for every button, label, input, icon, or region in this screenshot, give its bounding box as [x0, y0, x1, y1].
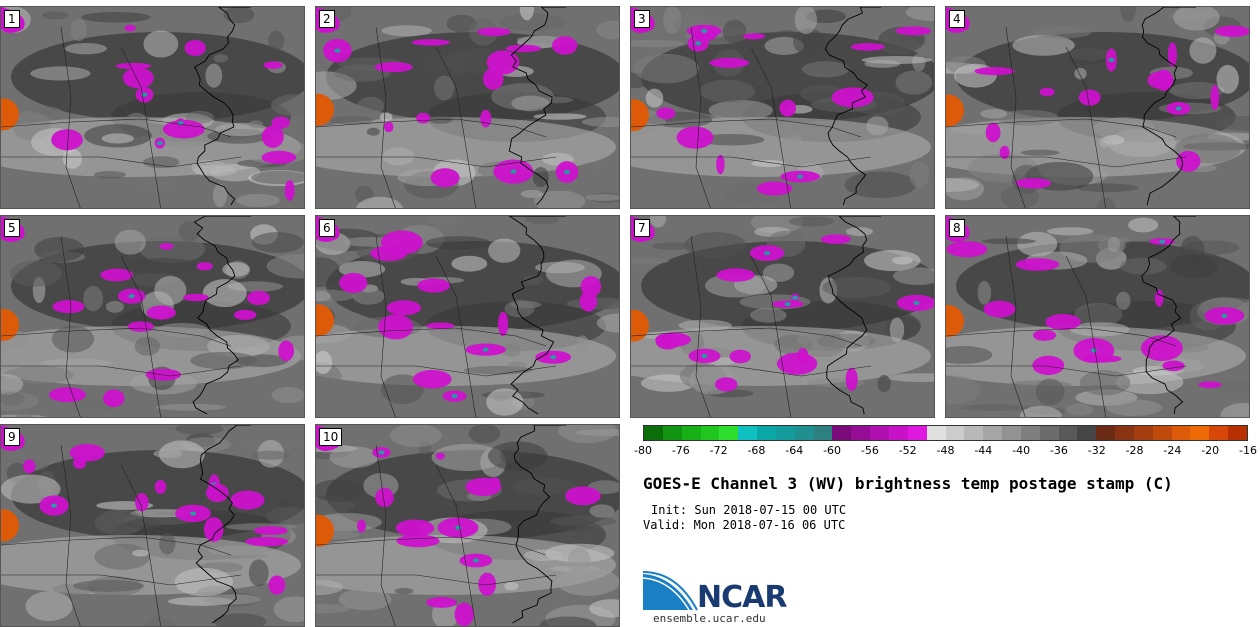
colorbar-tick-label: -64	[785, 444, 804, 457]
colorbar-segment	[644, 426, 663, 440]
ncar-logo-icon	[643, 571, 698, 611]
ncar-logo-text: NCAR	[697, 580, 787, 615]
member-panel-4: 4	[945, 6, 1250, 209]
colorbar-segment	[1039, 426, 1059, 440]
panel-number: 6	[319, 219, 335, 237]
colorbar-tick-label: -40	[1012, 444, 1031, 457]
colorbar-segment	[700, 426, 720, 440]
colorbar-segment	[1115, 426, 1134, 440]
wv-imagery	[946, 7, 1249, 208]
member-panel-8: 8	[945, 215, 1250, 418]
wv-imagery	[946, 216, 1249, 417]
colorbar-segment	[832, 426, 852, 440]
panel-number: 8	[949, 219, 965, 237]
member-panel-3: 3	[630, 6, 935, 209]
colorbar-segment	[662, 426, 682, 440]
colorbar-tick-label: -60	[823, 444, 842, 457]
colorbar-segment	[738, 426, 758, 440]
colorbar-segment	[1020, 426, 1040, 440]
colorbar-tick-label: -24	[1163, 444, 1182, 457]
wv-imagery	[316, 216, 619, 417]
panel-number: 7	[634, 219, 650, 237]
colorbar-segment	[1058, 426, 1078, 440]
colorbar-segment	[907, 426, 927, 440]
valid-time: Valid: Mon 2018-07-16 06 UTC	[643, 518, 846, 532]
colorbar-segment	[888, 426, 908, 440]
colorbar-tick-label: -32	[1087, 444, 1106, 457]
colorbar-segment	[983, 426, 1003, 440]
colorbar-segment	[1133, 426, 1153, 440]
wv-imagery	[631, 7, 934, 208]
member-panel-7: 7	[630, 215, 935, 418]
colorbar-segment	[1077, 426, 1097, 440]
colorbar-segment	[1171, 426, 1191, 440]
wv-imagery	[316, 425, 619, 626]
init-time: Init: Sun 2018-07-15 00 UTC	[651, 503, 847, 517]
colorbar-segment	[870, 426, 889, 440]
colorbar-segment	[926, 426, 946, 440]
colorbar-tick-label: -52	[898, 444, 917, 457]
colorbar-tick-label: -28	[1125, 444, 1144, 457]
colorbar-segment	[757, 426, 776, 440]
wv-imagery	[1, 425, 304, 626]
colorbar-tick-label: -72	[709, 444, 728, 457]
colorbar-segment	[1152, 426, 1172, 440]
colorbar-tick-label: -76	[671, 444, 690, 457]
panel-number: 1	[4, 10, 20, 28]
figure-title: GOES-E Channel 3 (WV) brightness temp po…	[643, 474, 1173, 493]
wv-imagery	[1, 7, 304, 208]
colorbar-segment	[1002, 426, 1021, 440]
panel-number: 4	[949, 10, 965, 28]
colorbar-segment	[794, 426, 814, 440]
colorbar-tick-label: -16	[1239, 444, 1257, 457]
colorbar-segment	[775, 426, 795, 440]
colorbar-segment	[964, 426, 984, 440]
colorbar-segment	[1096, 426, 1116, 440]
panel-number: 5	[4, 219, 20, 237]
member-panel-1: 1	[0, 6, 305, 209]
colorbar-segment	[681, 426, 701, 440]
colorbar-segment	[1209, 426, 1229, 440]
member-panel-6: 6	[315, 215, 620, 418]
colorbar	[643, 425, 1248, 441]
wv-imagery	[316, 7, 619, 208]
colorbar-tick-label: -48	[936, 444, 955, 457]
wv-imagery	[631, 216, 934, 417]
panel-number: 3	[634, 10, 650, 28]
colorbar-segment	[945, 426, 965, 440]
colorbar-tick-label: -68	[747, 444, 766, 457]
colorbar-tick-label: -36	[1049, 444, 1068, 457]
colorbar-segment	[719, 426, 739, 440]
colorbar-segment	[1190, 426, 1210, 440]
colorbar-tick-label: -44	[974, 444, 993, 457]
member-panel-9: 9	[0, 424, 305, 627]
colorbar-tick-label: -56	[860, 444, 879, 457]
panel-number: 9	[4, 428, 20, 446]
panel-number: 2	[319, 10, 335, 28]
colorbar-segment	[851, 426, 871, 440]
colorbar-tick-label: -80	[634, 444, 652, 457]
member-panel-10: 10	[315, 424, 620, 627]
wv-imagery	[1, 216, 304, 417]
panel-number: 10	[319, 428, 343, 446]
colorbar-ticks: -80 -76 -72 -68 -64 -60 -56 -52 -48 -44 -40 -36 -32 -…	[634, 444, 1257, 458]
colorbar-segment	[1228, 426, 1247, 440]
member-panel-2: 2	[315, 6, 620, 209]
colorbar-tick-label: -20	[1201, 444, 1220, 457]
site-url: ensemble.ucar.edu	[653, 612, 766, 625]
colorbar-segment	[813, 426, 833, 440]
member-panel-5: 5	[0, 215, 305, 418]
